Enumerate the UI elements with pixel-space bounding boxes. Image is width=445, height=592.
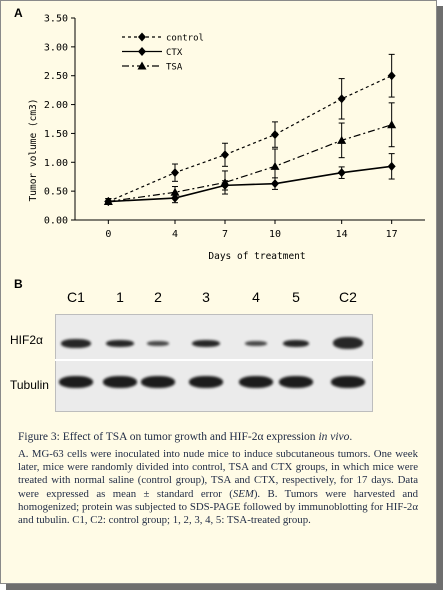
data-point xyxy=(221,150,229,160)
caption-body-part2: ). B. Tumors were harvested and homogeni… xyxy=(18,487,418,527)
tubulin-band xyxy=(189,376,223,388)
panel-b-label: B xyxy=(14,277,23,291)
series-ctx xyxy=(104,153,396,207)
x-tick-label: 0 xyxy=(105,229,111,240)
caption-title: Figure 3: Effect of TSA on tumor growth … xyxy=(18,430,418,444)
tubulin-band xyxy=(279,376,313,388)
x-tick-label: 10 xyxy=(269,229,281,240)
caption-title-end: . xyxy=(349,431,353,443)
western-blot-image xyxy=(55,314,373,412)
tubulin-band xyxy=(103,376,137,388)
data-point xyxy=(387,161,396,171)
figure-frame xyxy=(0,0,437,584)
legend-label: CTX xyxy=(166,48,183,58)
tubulin-band xyxy=(239,376,273,388)
series-tsa xyxy=(103,102,397,206)
data-point xyxy=(337,94,346,104)
y-tick-label: 1.50 xyxy=(44,129,68,140)
blot-row-label-tubulin: Tubulin xyxy=(10,378,49,392)
caption-title-text: Effect of TSA on tumor growth and HIF-2α… xyxy=(62,431,316,443)
blot-lane-label: C2 xyxy=(339,289,357,305)
caption-body: A. MG-63 cells were inoculated into nude… xyxy=(18,448,418,527)
data-point xyxy=(103,197,113,206)
blot-lane-label: 3 xyxy=(202,289,210,305)
y-tick-label: 3.00 xyxy=(44,42,68,53)
hif2a-band xyxy=(61,338,91,348)
series-control xyxy=(104,53,396,207)
y-tick-label: 3.50 xyxy=(44,14,68,25)
blot-row-divider xyxy=(55,359,373,361)
hif2a-band xyxy=(192,339,220,347)
blot-lane-label: 2 xyxy=(154,289,162,305)
y-axis-label: Tumor volume (cm3) xyxy=(28,99,39,202)
data-point xyxy=(337,135,347,144)
blot-lane-label: 1 xyxy=(116,289,124,305)
y-tick-label: 1.00 xyxy=(44,158,68,169)
data-point xyxy=(387,120,397,129)
legend-marker xyxy=(138,32,146,42)
blot-lane-label: 5 xyxy=(292,289,300,305)
blot-lane-label: C1 xyxy=(67,289,85,305)
data-point xyxy=(387,71,396,81)
legend-marker xyxy=(138,47,146,56)
data-point xyxy=(337,168,346,178)
data-point xyxy=(270,161,280,170)
legend-marker xyxy=(137,61,147,70)
x-tick-labels: 0 4 7 10 14 17 xyxy=(105,229,397,240)
tubulin-band xyxy=(331,376,365,388)
x-tick-label: 7 xyxy=(222,229,228,240)
chart-legend: control CTX TSA xyxy=(122,32,204,73)
y-tick-label: 2.50 xyxy=(44,71,68,82)
data-point xyxy=(171,168,179,178)
y-tick-label: 0.50 xyxy=(44,187,68,198)
hif2a-band xyxy=(283,339,309,347)
caption-body-italic: SEM xyxy=(232,487,254,500)
data-point xyxy=(170,187,180,196)
hif2a-band xyxy=(106,339,134,347)
y-tick-label: 0.00 xyxy=(44,216,68,227)
x-tick-label: 14 xyxy=(336,229,348,240)
legend-label: TSA xyxy=(166,63,183,73)
legend-label: control xyxy=(166,34,204,44)
hif2a-band xyxy=(333,337,363,349)
caption-title-prefix: Figure 3: xyxy=(18,431,60,443)
hif2a-band xyxy=(245,340,267,346)
blot-row-label-hif2a: HIF2α xyxy=(10,333,43,347)
data-point xyxy=(271,130,279,140)
chart-axes xyxy=(71,17,425,224)
tubulin-band xyxy=(59,376,93,388)
panel-a-label: A xyxy=(14,6,23,20)
y-tick-labels: 0.00 0.50 1.00 1.50 2.00 2.50 3.00 3.50 xyxy=(44,14,68,227)
figure-caption: Figure 3: Effect of TSA on tumor growth … xyxy=(18,430,418,527)
x-tick-label: 4 xyxy=(172,229,178,240)
y-tick-label: 2.00 xyxy=(44,100,68,111)
caption-title-italic: in vivo xyxy=(318,431,350,443)
caption-body-part1: A. MG-63 cells were inoculated into nude… xyxy=(18,448,418,500)
series-line xyxy=(108,165,392,203)
blot-lane-label: 4 xyxy=(252,289,260,305)
hif2a-band xyxy=(147,340,169,346)
series-line xyxy=(108,124,392,203)
x-tick-label: 17 xyxy=(386,229,398,240)
data-point xyxy=(220,177,230,186)
x-axis-label: Days of treatment xyxy=(208,251,305,262)
tumor-volume-chart: 0.00 0.50 1.00 1.50 2.00 2.50 3.00 3.50 0 4 7 10 14… xyxy=(28,14,425,262)
series-line xyxy=(108,75,392,203)
tubulin-band xyxy=(141,376,175,388)
chart-series xyxy=(103,53,397,207)
